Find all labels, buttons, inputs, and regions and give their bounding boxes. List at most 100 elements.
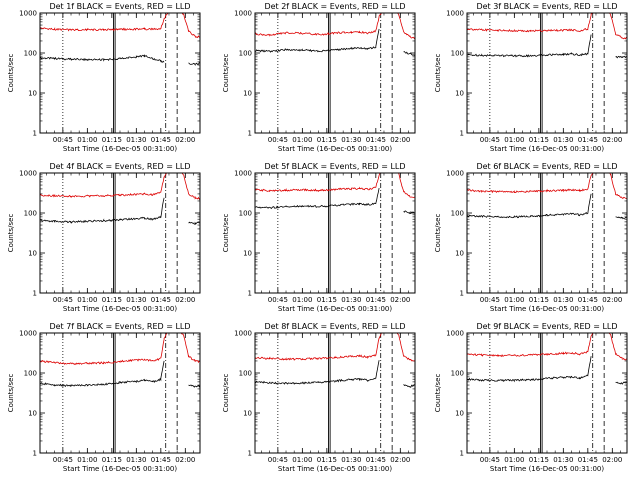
x-tick-label: 02:00 xyxy=(602,296,622,304)
y-tick-label: 100 xyxy=(451,50,464,58)
y-tick-label: 1000 xyxy=(19,330,37,338)
chart-panel: Det 5f BLACK = Events, RED = LLD Counts/s… xyxy=(222,162,416,313)
x-tick-label: 00:45 xyxy=(268,136,288,144)
x-axis-label: Start Time (16-Dec-05 00:31:00) xyxy=(278,465,392,473)
y-tick-label: 10 xyxy=(243,410,252,418)
series-line-events xyxy=(39,197,201,225)
x-tick-label: 01:30 xyxy=(341,136,361,144)
x-tick-label: 01:45 xyxy=(578,136,598,144)
y-tick-label: 1000 xyxy=(19,170,37,178)
x-tick-label: 01:15 xyxy=(317,456,337,464)
y-tick-label: 1 xyxy=(33,130,37,138)
x-tick-label: 02:00 xyxy=(390,296,410,304)
x-tick-label: 01:15 xyxy=(317,136,337,144)
x-tick-label: 01:00 xyxy=(77,296,97,304)
x-tick-label: 01:30 xyxy=(553,296,573,304)
y-tick-label: 1 xyxy=(460,130,464,138)
x-tick-label: 01:30 xyxy=(553,136,573,144)
y-tick-label: 10 xyxy=(455,90,464,98)
x-tick-label: 01:45 xyxy=(151,456,171,464)
chart-title: Det 1f BLACK = Events, RED = LLD xyxy=(49,2,190,11)
x-tick-label: 00:45 xyxy=(480,456,500,464)
x-tick-label: 01:45 xyxy=(151,136,171,144)
plot-frame xyxy=(39,12,201,134)
x-axis-label: Start Time (16-Dec-05 00:31:00) xyxy=(63,465,177,473)
x-tick-label: 01:30 xyxy=(126,136,146,144)
x-tick-label: 00:45 xyxy=(480,136,500,144)
y-axis-label: Counts/sec xyxy=(7,374,15,413)
x-tick-label: 00:45 xyxy=(53,456,73,464)
x-tick-label: 01:00 xyxy=(292,296,312,304)
x-tick-label: 02:00 xyxy=(390,456,410,464)
x-tick-label: 01:15 xyxy=(529,456,549,464)
series-line-events xyxy=(39,54,201,67)
chart-title: Det 5f BLACK = Events, RED = LLD xyxy=(264,162,405,171)
x-axis-label: Start Time (16-Dec-05 00:31:00) xyxy=(63,305,177,313)
y-tick-label: 100 xyxy=(24,50,37,58)
chart-panel: Det 2f BLACK = Events, RED = LLD Counts/s… xyxy=(222,2,416,153)
x-tick-label: 01:00 xyxy=(504,296,524,304)
chart-title: Det 8f BLACK = Events, RED = LLD xyxy=(264,322,405,331)
x-tick-label: 02:00 xyxy=(602,456,622,464)
x-tick-label: 01:15 xyxy=(102,136,122,144)
y-tick-label: 10 xyxy=(28,90,37,98)
x-tick-label: 00:45 xyxy=(480,296,500,304)
x-axis-label: Start Time (16-Dec-05 00:31:00) xyxy=(490,145,604,153)
plot-frame xyxy=(466,172,628,294)
y-tick-label: 100 xyxy=(24,370,37,378)
plot-frame xyxy=(39,332,201,454)
y-tick-label: 1000 xyxy=(446,330,464,338)
series-line-events xyxy=(467,34,628,59)
x-tick-label: 01:00 xyxy=(77,456,97,464)
x-tick-label: 01:15 xyxy=(529,136,549,144)
x-tick-label: 02:00 xyxy=(390,136,410,144)
x-tick-label: 00:45 xyxy=(268,296,288,304)
x-tick-label: 01:00 xyxy=(504,456,524,464)
y-tick-label: 100 xyxy=(451,370,464,378)
y-axis-label: Counts/sec xyxy=(434,374,442,413)
y-tick-label: 1000 xyxy=(234,170,252,178)
x-tick-label: 01:30 xyxy=(553,456,573,464)
y-tick-label: 1 xyxy=(248,290,252,298)
x-tick-label: 02:00 xyxy=(602,136,622,144)
x-tick-label: 01:45 xyxy=(151,296,171,304)
y-tick-label: 1 xyxy=(248,130,252,138)
y-tick-label: 1000 xyxy=(234,10,252,18)
x-tick-label: 01:00 xyxy=(292,456,312,464)
x-tick-label: 01:15 xyxy=(102,456,122,464)
x-tick-label: 01:45 xyxy=(366,136,386,144)
plot-frame xyxy=(466,12,628,134)
y-axis-label: Counts/sec xyxy=(222,374,230,413)
y-tick-label: 1000 xyxy=(446,170,464,178)
x-tick-label: 02:00 xyxy=(175,456,195,464)
chart-title: Det 3f BLACK = Events, RED = LLD xyxy=(476,2,617,11)
y-axis-label: Counts/sec xyxy=(434,214,442,253)
y-tick-label: 10 xyxy=(455,250,464,258)
y-tick-label: 1000 xyxy=(234,330,252,338)
x-axis-label: Start Time (16-Dec-05 00:31:00) xyxy=(63,145,177,153)
y-tick-label: 1000 xyxy=(19,10,37,18)
y-tick-label: 10 xyxy=(243,250,252,258)
y-axis-label: Counts/sec xyxy=(7,54,15,93)
x-tick-label: 01:45 xyxy=(578,456,598,464)
chart-title: Det 6f BLACK = Events, RED = LLD xyxy=(476,162,617,171)
y-axis-label: Counts/sec xyxy=(434,54,442,93)
x-axis-label: Start Time (16-Dec-05 00:31:00) xyxy=(490,465,604,473)
y-axis-label: Counts/sec xyxy=(222,214,230,253)
chart-panel: Det 1f BLACK = Events, RED = LLD Counts/s… xyxy=(7,2,201,153)
x-axis-label: Start Time (16-Dec-05 00:31:00) xyxy=(278,145,392,153)
chart-title: Det 9f BLACK = Events, RED = LLD xyxy=(476,322,617,331)
plot-frame xyxy=(466,332,628,454)
x-tick-label: 01:15 xyxy=(102,296,122,304)
chart-panel: Det 3f BLACK = Events, RED = LLD Counts/s… xyxy=(434,2,628,153)
chart-panel: Det 9f BLACK = Events, RED = LLD Counts/s… xyxy=(434,322,628,473)
x-tick-label: 00:45 xyxy=(53,296,73,304)
y-axis-label: Counts/sec xyxy=(222,54,230,93)
series-line-events xyxy=(39,360,201,388)
chart-title: Det 4f BLACK = Events, RED = LLD xyxy=(49,162,190,171)
x-tick-label: 02:00 xyxy=(175,136,195,144)
series-line-events xyxy=(255,28,416,56)
y-tick-label: 1000 xyxy=(446,10,464,18)
y-tick-label: 10 xyxy=(455,410,464,418)
